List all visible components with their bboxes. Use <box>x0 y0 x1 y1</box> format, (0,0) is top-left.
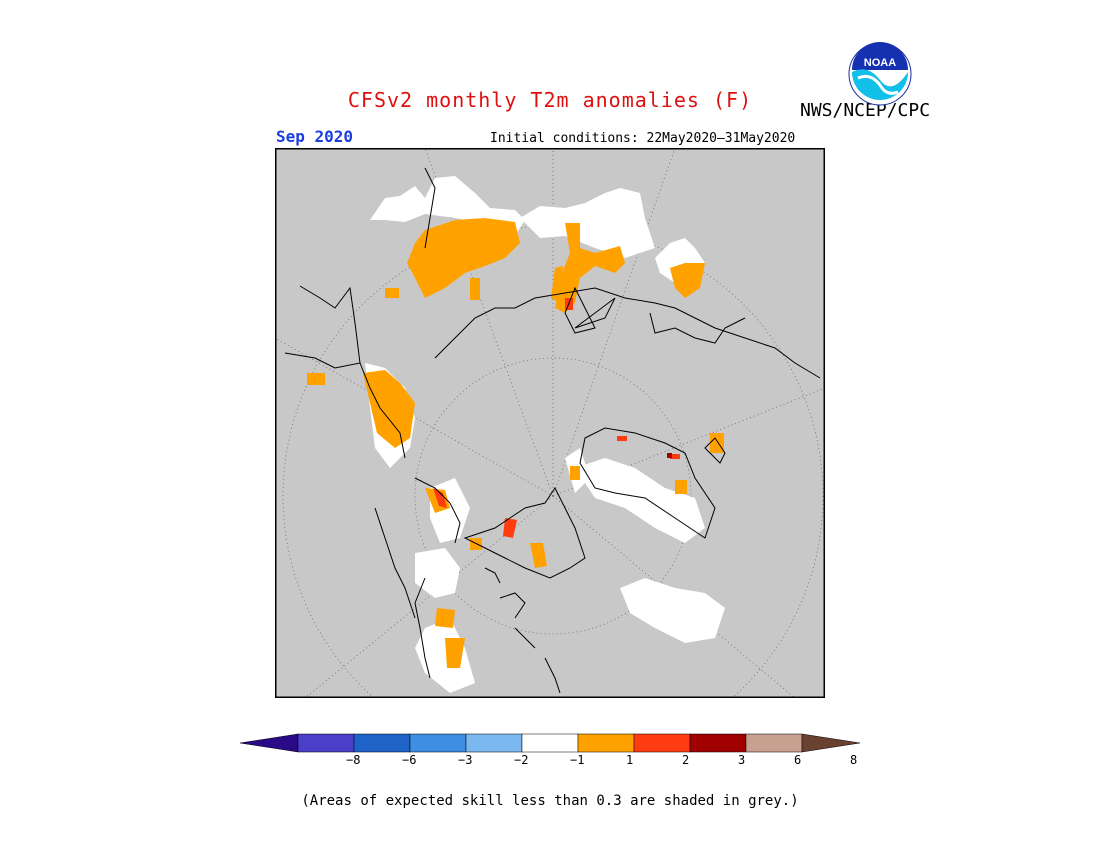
colorbar-low-arrow <box>239 733 299 753</box>
colorbar-tick-label: −2 <box>514 753 529 767</box>
colorbar-swatch <box>297 733 355 753</box>
noaa-logo: NOAA <box>848 42 912 106</box>
colorbar-tick-label: −3 <box>458 753 473 767</box>
colorbar-tick-label: 8 <box>850 753 858 767</box>
initial-conditions: Initial conditions: 22May2020–31May2020 <box>490 131 796 146</box>
agency-label: NWS/NCEP/CPC <box>800 100 931 121</box>
anomaly-3-6 <box>667 453 672 458</box>
colorbar-swatch <box>353 733 411 753</box>
colorbar-swatch <box>521 733 579 753</box>
map-title: CFSv2 monthly T2m anomalies (F) <box>347 88 753 112</box>
valid-month: Sep 2020 <box>276 127 354 146</box>
coastlines <box>284 167 821 694</box>
colorbar-high-arrow <box>801 733 861 753</box>
colorbar-swatch <box>465 733 523 753</box>
colorbar-swatch <box>409 733 467 753</box>
colorbar-swatch <box>577 733 635 753</box>
colorbar-tick-label: −6 <box>402 753 417 767</box>
colorbar-tick-label: 2 <box>682 753 690 767</box>
colorbar-tick-label: −1 <box>570 753 585 767</box>
colorbar <box>239 733 861 753</box>
colorbar-tick-label: 3 <box>738 753 746 767</box>
footnote: (Areas of expected skill less than 0.3 a… <box>301 793 799 809</box>
colorbar-swatch <box>633 733 691 753</box>
skill-mask-background <box>275 148 825 698</box>
anomaly-1-2 <box>307 218 724 668</box>
colorbar-tick-label: −8 <box>346 753 361 767</box>
colorbar-swatch <box>745 733 803 753</box>
map-frame <box>275 148 825 698</box>
polar-map <box>275 148 825 698</box>
logo-text: NOAA <box>864 57 896 69</box>
colorbar-tick-label: 1 <box>626 753 634 767</box>
colorbar-swatch <box>689 733 747 753</box>
colorbar-tick-label: 6 <box>794 753 802 767</box>
